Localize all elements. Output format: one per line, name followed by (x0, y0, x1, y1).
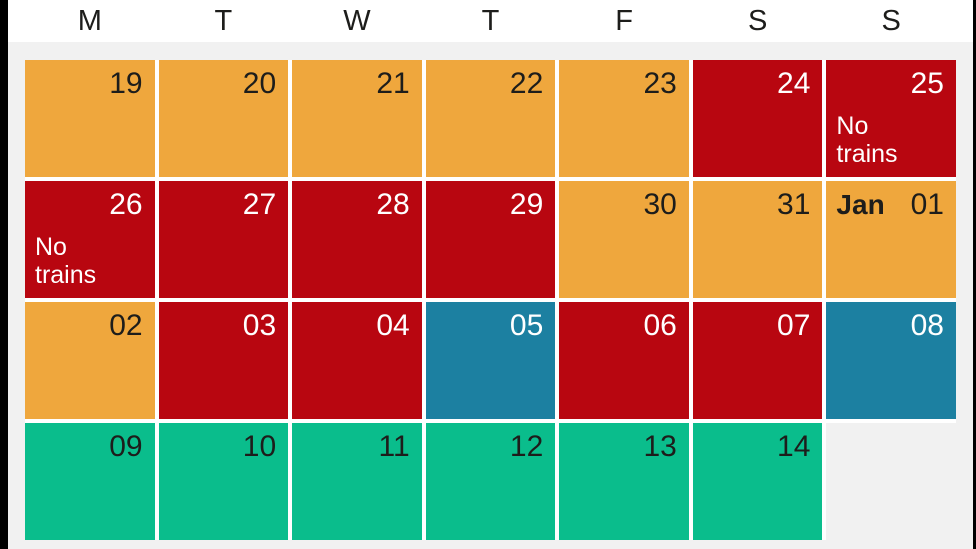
weekday-label-4: F (615, 5, 633, 37)
day-number: 28 (376, 188, 410, 221)
no-trains-label: No trains (35, 232, 97, 290)
day-number: 27 (242, 188, 277, 221)
calendar-cell: 29 (425, 181, 556, 298)
day-number: 11 (378, 430, 410, 463)
cell-top-row: 20 (169, 67, 277, 100)
left-edge-bar (0, 0, 8, 549)
cell-top-row: Jan 01 (836, 188, 944, 221)
day-number: 03 (242, 309, 277, 342)
cell-top-row: 22 (436, 67, 544, 100)
weekday-label-1: T (214, 5, 233, 37)
cell-top-row: 07 (703, 309, 811, 342)
day-number: 26 (109, 188, 143, 221)
cell-top-row: 29 (436, 188, 544, 221)
day-number: 10 (242, 430, 277, 463)
cell-top-row: 28 (302, 188, 410, 221)
day-number: 05 (509, 309, 544, 342)
cell-top-row: 24 (703, 67, 811, 100)
calendar-cell: 23 (559, 60, 689, 177)
day-number: 12 (509, 430, 544, 463)
day-number: 30 (643, 188, 677, 221)
day-number: 24 (777, 67, 811, 100)
weekday-label-0: M (77, 5, 102, 37)
weekday-label-3: T (481, 5, 500, 37)
calendar-cell: 24 (692, 60, 823, 177)
calendar-cell: 28 (292, 181, 422, 298)
day-number: 14 (777, 430, 811, 463)
day-number: 22 (509, 67, 544, 100)
weekday-label-5: S (747, 5, 768, 37)
day-number: 08 (910, 309, 944, 342)
no-trains-label: No trains (836, 111, 898, 169)
cell-top-row: 11 (302, 430, 410, 463)
day-number: 09 (109, 430, 143, 463)
calendar-cell: 10 (158, 423, 289, 540)
cell-top-row: 13 (569, 430, 677, 463)
calendar-cell: 06 (559, 302, 689, 419)
day-number: 29 (509, 188, 544, 221)
cell-top-row: 30 (569, 188, 677, 221)
calendar-cell: 25 No trains (826, 60, 956, 177)
calendar-cell: 26 No trains (25, 181, 155, 298)
calendar-cell: 12 (425, 423, 556, 540)
cell-top-row: 19 (35, 67, 143, 100)
weekday-label-2: W (343, 5, 371, 37)
calendar-cell: 27 (158, 181, 289, 298)
calendar-cell: 07 (692, 302, 823, 419)
day-number: 19 (109, 67, 143, 100)
day-number: 31 (777, 188, 811, 221)
cell-top-row: 26 (35, 188, 143, 221)
cell-top-row: 06 (569, 309, 677, 342)
calendar-cell: 09 (25, 423, 155, 540)
calendar-grid: 19 20 21 22 23 24 25 No trains 26 No trains 27 28 29… (25, 60, 956, 540)
calendar-cell: 14 (692, 423, 823, 540)
day-number: 06 (643, 309, 677, 342)
right-edge-bar (973, 0, 976, 549)
calendar-cell: 08 (826, 302, 956, 419)
cell-top-row: 21 (302, 67, 410, 100)
calendar-cell: 04 (292, 302, 422, 419)
cell-top-row: 14 (703, 430, 811, 463)
calendar-cell: 19 (25, 60, 155, 177)
cell-top-row: 31 (703, 188, 811, 221)
calendar-cell: 11 (292, 423, 422, 540)
cell-top-row: 10 (169, 430, 277, 463)
calendar-cell: 30 (559, 181, 689, 298)
weekday-label-6: S (881, 5, 901, 37)
calendar-cell: 31 (692, 181, 823, 298)
weekday-header-band (8, 0, 973, 42)
cell-top-row: 12 (436, 430, 544, 463)
calendar-cell: 02 (25, 302, 155, 419)
cell-top-row: 23 (569, 67, 677, 100)
calendar-cell: 21 (292, 60, 422, 177)
cell-top-row: 09 (35, 430, 143, 463)
cell-top-row: 02 (35, 309, 143, 342)
day-number: 21 (376, 67, 410, 100)
day-number: 02 (109, 309, 143, 342)
month-label: Jan (836, 189, 885, 220)
day-number: 25 (910, 67, 944, 100)
calendar-cell: 22 (425, 60, 556, 177)
day-number: 04 (376, 309, 410, 342)
day-number: 13 (643, 430, 677, 463)
calendar-cell: 03 (158, 302, 289, 419)
calendar-cell: Jan 01 (826, 181, 956, 298)
day-number: 23 (643, 67, 677, 100)
calendar-cell: 05 (425, 302, 556, 419)
day-number: 01 (910, 188, 944, 221)
cell-top-row: 05 (436, 309, 544, 342)
day-number: 07 (777, 309, 811, 342)
calendar-cell: 13 (559, 423, 689, 540)
cell-top-row: 25 (836, 67, 944, 100)
day-number: 20 (242, 67, 277, 100)
cell-top-row: 08 (836, 309, 944, 342)
cell-top-row: 27 (169, 188, 277, 221)
calendar-cell: 20 (158, 60, 289, 177)
cell-top-row: 03 (169, 309, 277, 342)
cell-top-row: 04 (302, 309, 410, 342)
calendar-cell-empty (826, 423, 956, 540)
